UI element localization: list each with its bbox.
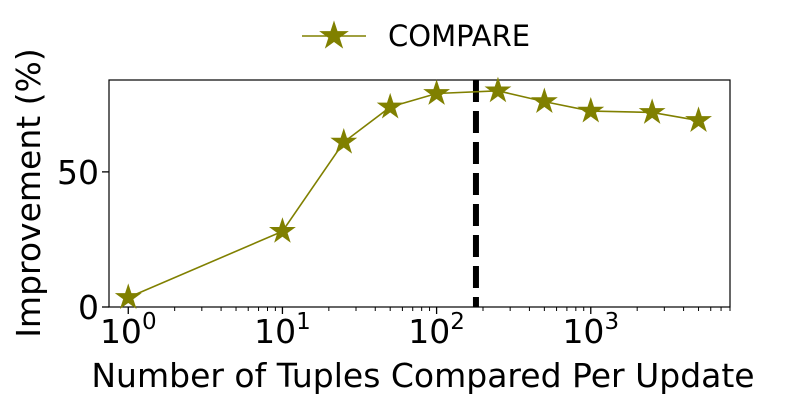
series-layer [114,76,712,309]
legend-star-icon [319,20,349,49]
x-tick-base: 10 [100,312,142,351]
data-point-star [577,96,605,123]
legend-label: COMPARE [388,19,530,53]
x-axis-ticks: 100 101 102 103 [100,307,731,351]
x-tick-base: 10 [254,312,296,351]
data-point-star [269,217,296,243]
data-point-star [484,76,512,103]
x-tick-label: 100 [100,309,157,351]
data-point-star [376,92,404,119]
x-tick-exponent: 2 [450,309,465,335]
data-point-star [114,283,142,309]
y-axis-ticks: 0 50 [57,153,109,327]
plot-area: 100 101 102 103 050 [57,76,731,351]
series-line [127,90,699,299]
x-tick-exponent: 0 [142,309,157,335]
x-tick-label: 103 [562,309,619,351]
x-tick-base: 10 [562,312,604,351]
x-tick-label: 101 [254,309,311,351]
y-axis-label: Improvement (%) [9,48,48,338]
data-point-star [423,79,451,105]
x-tick-exponent: 3 [604,309,619,335]
x-tick-exponent: 1 [296,309,311,335]
plot-frame [108,79,731,308]
data-point-star [638,98,666,124]
data-point-star [685,106,712,132]
x-tick-base: 10 [408,312,450,351]
y-tick-label: 0 [78,288,99,327]
x-axis-label: Number of Tuples Compared Per Update [91,356,754,395]
data-point-star [330,128,358,154]
y-tick-label: 50 [57,153,99,192]
data-point-star [530,87,558,114]
x-tick-label: 102 [408,309,465,351]
legend: COMPARE [302,19,530,53]
